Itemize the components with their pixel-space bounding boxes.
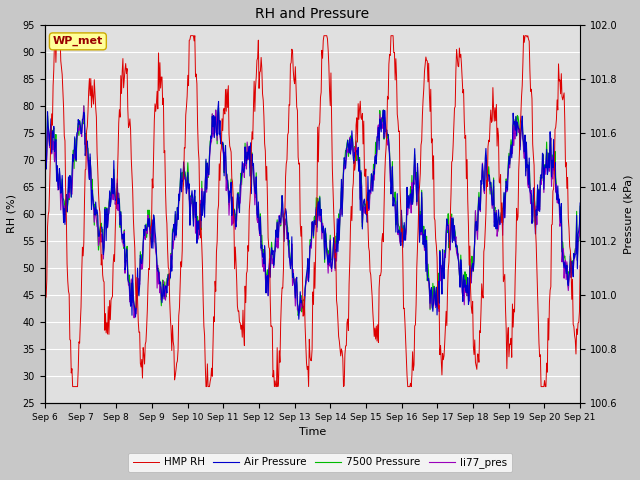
Legend: HMP RH, Air Pressure, 7500 Pressure, li77_pres: HMP RH, Air Pressure, 7500 Pressure, li7… xyxy=(129,453,511,472)
HMP RH xyxy=(250,78,258,84)
Y-axis label: Pressure (kPa): Pressure (kPa) xyxy=(623,174,633,253)
Y-axis label: RH (%): RH (%) xyxy=(7,194,17,233)
Air Pressure xyxy=(369,188,377,194)
HMP RH xyxy=(576,263,584,268)
7500 Pressure xyxy=(399,232,406,238)
7500 Pressure xyxy=(576,204,584,209)
Air Pressure xyxy=(295,316,303,322)
7500 Pressure xyxy=(229,216,237,222)
Line: 7500 Pressure: 7500 Pressure xyxy=(45,106,580,315)
Line: li77_pres: li77_pres xyxy=(45,106,580,318)
HMP RH xyxy=(399,258,406,264)
Text: WP_met: WP_met xyxy=(52,36,103,47)
li77_pres xyxy=(104,216,112,221)
Air Pressure xyxy=(399,244,406,250)
li77_pres xyxy=(230,212,237,217)
Line: HMP RH: HMP RH xyxy=(45,36,580,386)
HMP RH xyxy=(51,33,59,38)
HMP RH xyxy=(204,361,211,367)
li77_pres xyxy=(250,184,258,190)
Air Pressure xyxy=(229,210,237,216)
HMP RH xyxy=(69,384,77,389)
HMP RH xyxy=(105,332,113,337)
Air Pressure xyxy=(214,98,222,104)
li77_pres xyxy=(80,103,88,108)
Air Pressure xyxy=(41,160,49,166)
7500 Pressure xyxy=(250,171,257,177)
Title: RH and Pressure: RH and Pressure xyxy=(255,7,369,21)
7500 Pressure xyxy=(369,180,377,186)
li77_pres xyxy=(41,172,49,178)
Air Pressure xyxy=(250,161,257,167)
HMP RH xyxy=(41,319,49,324)
HMP RH xyxy=(369,309,377,315)
li77_pres xyxy=(399,235,406,240)
Air Pressure xyxy=(104,224,111,230)
7500 Pressure xyxy=(294,312,302,318)
7500 Pressure xyxy=(41,164,49,170)
Line: Air Pressure: Air Pressure xyxy=(45,101,580,319)
li77_pres xyxy=(130,315,138,321)
li77_pres xyxy=(576,212,584,217)
li77_pres xyxy=(204,169,211,175)
Air Pressure xyxy=(202,156,210,162)
Air Pressure xyxy=(576,200,584,206)
HMP RH xyxy=(230,218,237,224)
7500 Pressure xyxy=(104,214,112,220)
li77_pres xyxy=(369,183,377,189)
7500 Pressure xyxy=(203,186,211,192)
7500 Pressure xyxy=(80,103,88,109)
X-axis label: Time: Time xyxy=(299,427,326,437)
